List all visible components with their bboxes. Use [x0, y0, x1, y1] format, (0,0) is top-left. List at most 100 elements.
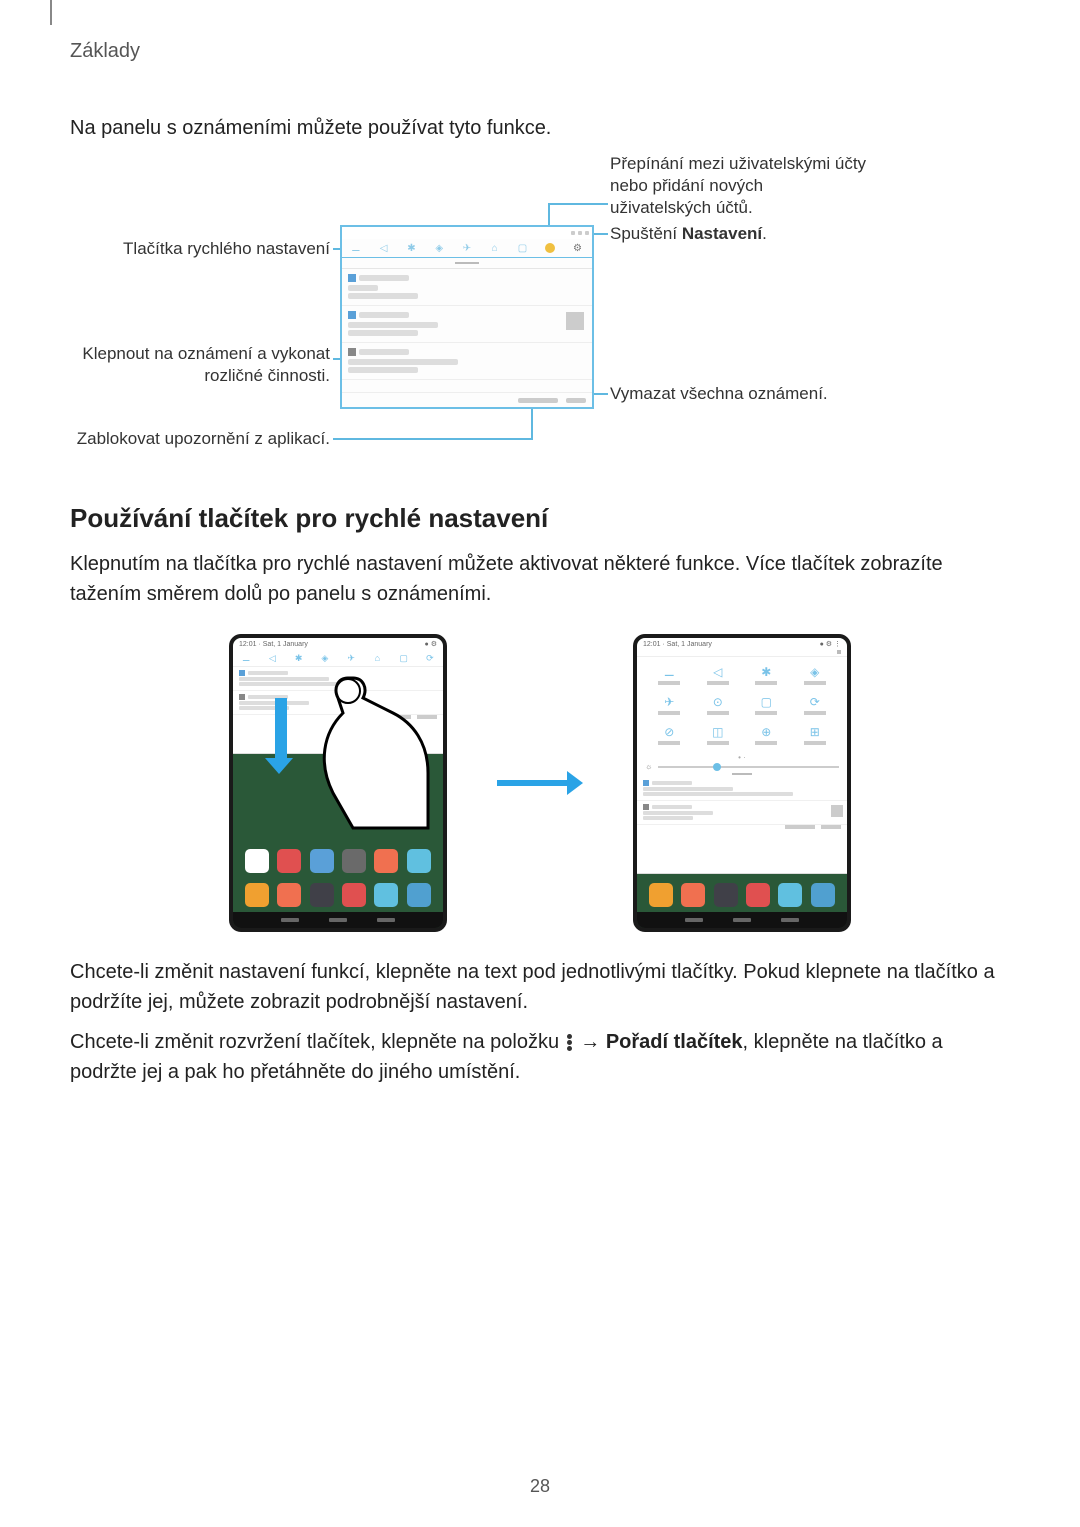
rotate-icon: ◈ — [320, 653, 330, 663]
section2-paragraph-1: Klepnutím na tlačítka pro rychlé nastave… — [70, 549, 1010, 609]
sound-icon: ◁ — [711, 665, 725, 679]
callout-tap-notification-l2: rozličné činnosti. — [204, 366, 330, 385]
dock-app-icon — [277, 849, 301, 873]
tablet-notif — [637, 801, 847, 825]
more-options-icon — [567, 1033, 573, 1052]
footer-action — [518, 398, 558, 403]
panel-statusbar — [342, 227, 592, 239]
user-avatar-icon — [545, 243, 555, 253]
dock-app-icon — [245, 849, 269, 873]
screen-icon: ▢ — [399, 653, 409, 663]
section2-paragraph-2: Chcete-li změnit nastavení funkcí, klepn… — [70, 957, 1010, 1017]
notification-item — [342, 306, 592, 343]
callout-tap-notification: Klepnout na oznámení a vykonat rozličné … — [70, 343, 330, 387]
transition-arrow-icon — [497, 771, 583, 795]
tablet-after: 12:01 · Sat, 1 January ● ⚙ ⋮ ⚊ ◁ ✱ ◈ ✈ ⊙… — [633, 634, 851, 932]
panel-quick-toggles: ⚊ ◁ ✱ ◈ ✈ ⌂ ▢ ⚙ — [342, 239, 592, 258]
leader-line — [333, 438, 533, 440]
bluetooth-icon: ✱ — [294, 653, 304, 663]
dock-app-icon — [778, 883, 802, 907]
tablet-illustration-row: 12:01 · Sat, 1 January ● ⚙ ⚊ ◁ ✱ ◈ ✈ ⌂ ▢… — [70, 634, 1010, 932]
tablet-statusbar: 12:01 · Sat, 1 January ● ⚙ — [233, 638, 443, 650]
dock-app-icon — [342, 883, 366, 907]
flashlight-icon: ◫ — [711, 725, 725, 739]
tablet-notif — [233, 667, 443, 691]
dock-app-icon — [342, 849, 366, 873]
swipe-down-arrow-icon — [273, 698, 289, 774]
panel-footer — [342, 392, 592, 407]
notification-item — [342, 343, 592, 380]
breadcrumb: Základy — [70, 40, 1010, 63]
notif-app-icon — [348, 274, 356, 282]
tablet-status-time: 12:01 · Sat, 1 January — [239, 641, 308, 648]
quick-settings-grid: ⚊ ◁ ✱ ◈ ✈ ⊙ ▢ ⟳ ⊘ ◫ ⊕ ⊞ — [637, 657, 847, 753]
section2-paragraph-3: Chcete-li změnit rozvržení tlačítek, kle… — [70, 1027, 1010, 1087]
dock-app-icon — [811, 883, 835, 907]
page-tab-edge — [50, 0, 52, 25]
clear-all-action — [566, 398, 586, 403]
page-number: 28 — [0, 1476, 1080, 1497]
leader-line — [548, 203, 608, 205]
dock-app-icon — [310, 849, 334, 873]
settings-gear-icon: ⚙ — [573, 243, 583, 253]
rotate-icon: ◈ — [808, 665, 822, 679]
brightness-slider: ☼ — [637, 762, 847, 771]
dock-app-icon — [681, 883, 705, 907]
tablet-dock — [637, 838, 847, 928]
screen-icon: ▢ — [517, 243, 527, 253]
callout-tap-notification-l1: Klepnout na oznámení a vykonat — [82, 344, 330, 363]
bluetooth-icon: ✱ — [406, 243, 416, 253]
intro-text: Na panelu s oznámeními můžete používat t… — [70, 113, 1010, 143]
dock-app-icon — [277, 883, 301, 907]
location-icon: ⊙ — [711, 695, 725, 709]
sync-icon: ⟳ — [808, 695, 822, 709]
wifi-icon: ⚊ — [351, 243, 361, 253]
callout-block-notifications: Zablokovat upozornění z aplikací. — [70, 428, 330, 450]
panel-drag-handle — [342, 258, 592, 269]
notification-panel-diagram: Tlačítka rychlého nastavení Klepnout na … — [70, 153, 1010, 463]
notification-item — [342, 269, 592, 306]
dock-app-icon — [649, 883, 673, 907]
airplane-icon: ✈ — [662, 695, 676, 709]
leader-line — [531, 405, 533, 440]
tablet-toggles-row: ⚊ ◁ ✱ ◈ ✈ ⌂ ▢ ⟳ — [233, 650, 443, 667]
wifi-icon: ⚊ — [241, 653, 251, 663]
dock-app-icon — [374, 883, 398, 907]
tablet-before: 12:01 · Sat, 1 January ● ⚙ ⚊ ◁ ✱ ◈ ✈ ⌂ ▢… — [229, 634, 447, 932]
sync-icon: ⟳ — [425, 653, 435, 663]
dock-app-icon — [407, 849, 431, 873]
bluetooth-icon: ✱ — [759, 665, 773, 679]
tablet-dock — [233, 838, 443, 928]
section-heading-quick-settings: Používání tlačítek pro rychlé nastavení — [70, 503, 1010, 534]
dock-app-icon — [310, 883, 334, 907]
dock-app-icon — [714, 883, 738, 907]
tablet-panel: 12:01 · Sat, 1 January ● ⚙ ⚊ ◁ ✱ ◈ ✈ ⌂ ▢… — [233, 638, 443, 754]
dock-app-icon — [245, 883, 269, 907]
location-icon: ⌂ — [490, 243, 500, 253]
notification-panel-mock: ⚊ ◁ ✱ ◈ ✈ ⌂ ▢ ⚙ — [340, 225, 594, 409]
notif-app-icon — [348, 311, 356, 319]
airplane-icon: ✈ — [346, 653, 356, 663]
tablet-statusbar: 12:01 · Sat, 1 January ● ⚙ ⋮ — [637, 638, 847, 650]
callout-switch-user-l3: uživatelských účtů. — [610, 198, 753, 217]
dock-app-icon — [407, 883, 431, 907]
callout-switch-user-l1: Přepínání mezi uživatelskými účty — [610, 154, 866, 173]
power-icon: ⊕ — [759, 725, 773, 739]
dock-app-icon — [374, 849, 398, 873]
airplane-icon: ✈ — [462, 243, 472, 253]
sound-icon: ◁ — [267, 653, 277, 663]
soft-keys — [233, 912, 443, 928]
tablet-notif — [637, 777, 847, 801]
wifi-icon: ⚊ — [662, 665, 676, 679]
screen-icon: ▢ — [759, 695, 773, 709]
tablet-notif — [233, 691, 443, 715]
soft-keys — [637, 912, 847, 928]
notif-thumbnail — [566, 312, 584, 330]
callout-switch-user-l2: nebo přidání nových — [610, 176, 763, 195]
rotate-icon: ◈ — [434, 243, 444, 253]
extra-icon: ⊞ — [808, 725, 822, 739]
tablet-status-icons: ● ⚙ — [425, 640, 437, 648]
dock-app-icon — [746, 883, 770, 907]
callout-launch-settings: Spuštění Nastavení. — [610, 223, 1010, 245]
sound-icon: ◁ — [379, 243, 389, 253]
